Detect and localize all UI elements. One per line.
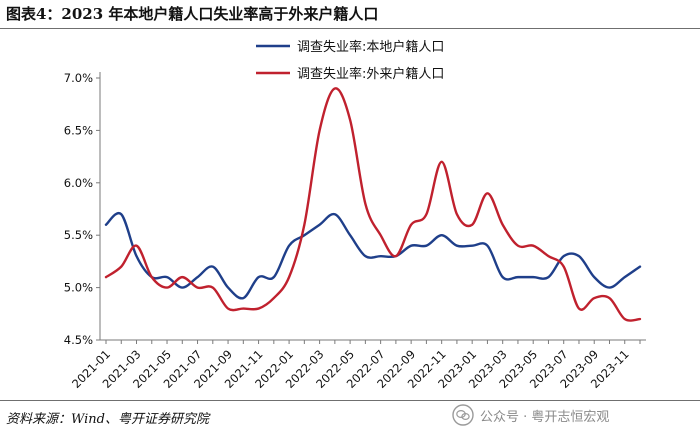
watermark: 公众号 · 粤开志恒宏观: [452, 404, 609, 426]
legend-label-1: 调查失业率:本地户籍人口: [297, 39, 444, 55]
y-tick-label: 6.5%: [64, 123, 93, 137]
chart-title: 图表4：2023 年本地户籍人口失业率高于外来户籍人口: [6, 5, 379, 23]
y-tick-label: 5.0%: [64, 281, 93, 295]
y-tick-label: 6.0%: [64, 176, 93, 190]
y-tick-label: 7.0%: [64, 71, 93, 85]
x-axis-ticks: 2021-012021-032021-052021-072021-092021-…: [69, 340, 641, 391]
y-tick-label: 4.5%: [64, 333, 93, 347]
series-line-2: [104, 87, 642, 322]
wechat-icon: [452, 404, 474, 426]
line-chart: 7.0% 6.5% 6.0% 5.5% 5.0% 4.5% 2021-012021-032…: [64, 39, 646, 391]
chart-axes: [99, 72, 646, 341]
y-tick-label: 5.5%: [64, 228, 93, 242]
title-divider: [0, 28, 700, 29]
legend-label-2: 调查失业率:外来户籍人口: [297, 66, 444, 82]
y-axis-ticks: 7.0% 6.5% 6.0% 5.5% 5.0% 4.5%: [64, 71, 100, 347]
footer-divider: [0, 400, 700, 401]
watermark-text: 公众号 · 粤开志恒宏观: [480, 409, 610, 425]
chart-lines: [104, 87, 642, 322]
series-line-1: [104, 211, 642, 300]
source-note: 资料来源：Wind、粤开证券研究院: [6, 412, 209, 427]
